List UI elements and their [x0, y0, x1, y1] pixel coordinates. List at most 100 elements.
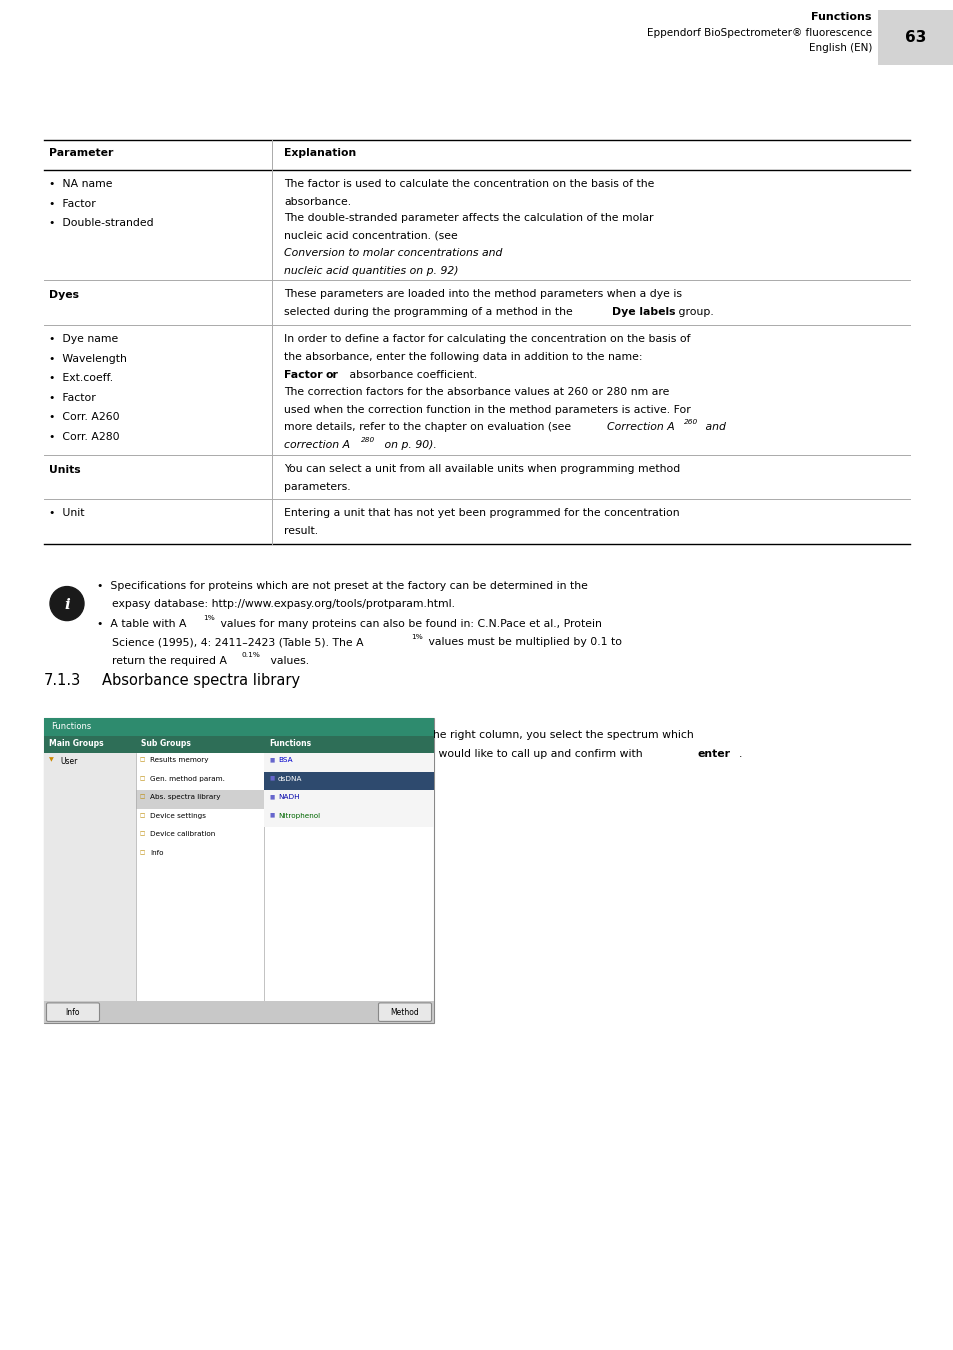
Text: In order to define a factor for calculating the concentration on the basis of: In order to define a factor for calculat…: [284, 335, 690, 344]
Text: ■: ■: [269, 794, 274, 799]
Text: Method: Method: [390, 1007, 419, 1017]
Text: Gen. method param.: Gen. method param.: [150, 776, 225, 782]
Text: The factor is used to calculate the concentration on the basis of the: The factor is used to calculate the conc…: [284, 180, 654, 189]
Bar: [264, 772, 434, 790]
Text: ▼: ▼: [49, 757, 53, 763]
Bar: [44, 718, 434, 736]
Text: used when the correction function in the method parameters is active. For: used when the correction function in the…: [284, 405, 690, 414]
Text: •  Factor: • Factor: [49, 198, 95, 208]
Text: □: □: [140, 757, 145, 763]
Text: You can select a unit from all available units when programming method: You can select a unit from all available…: [284, 464, 679, 474]
Bar: [264, 753, 434, 772]
Bar: [264, 790, 434, 809]
Text: English (EN): English (EN): [808, 43, 871, 53]
Text: Main Groups: Main Groups: [49, 740, 104, 748]
Bar: [44, 718, 434, 1023]
Text: parameters.: parameters.: [284, 482, 351, 491]
Text: Nitrophenol: Nitrophenol: [277, 813, 320, 818]
Bar: [136, 790, 264, 809]
Text: BSA: BSA: [277, 757, 293, 763]
Text: □: □: [140, 794, 145, 799]
Text: In the right column, you select the spectrum which: In the right column, you select the spec…: [415, 730, 693, 740]
Text: group.: group.: [675, 306, 713, 317]
Text: □: □: [140, 813, 145, 818]
Text: Science (1995), 4: 2411–2423 (Table 5). The A: Science (1995), 4: 2411–2423 (Table 5). …: [112, 637, 363, 647]
Text: values for many proteins can also be found in: C.N.Pace et al., Protein: values for many proteins can also be fou…: [216, 618, 601, 629]
Text: Dye labels: Dye labels: [612, 306, 675, 317]
Text: 1%: 1%: [203, 616, 214, 621]
Bar: [44, 736, 434, 753]
Text: 1%: 1%: [411, 633, 422, 640]
Text: more details, refer to the chapter on evaluation (see: more details, refer to the chapter on ev…: [284, 423, 574, 432]
Bar: [877, 9, 953, 65]
Text: •  Dye name: • Dye name: [49, 335, 118, 344]
Text: 0.1%: 0.1%: [242, 652, 260, 659]
Text: Explanation: Explanation: [284, 148, 355, 158]
Text: •  Specifications for proteins which are not preset at the factory can be determ: • Specifications for proteins which are …: [97, 580, 587, 590]
Text: Correction A: Correction A: [606, 423, 674, 432]
Text: Conversion to molar concentrations and: Conversion to molar concentrations and: [284, 248, 502, 258]
FancyBboxPatch shape: [47, 1003, 99, 1022]
Text: •  NA name: • NA name: [49, 180, 112, 189]
Bar: [44, 1002, 434, 1023]
Text: 280: 280: [360, 437, 375, 443]
Text: User: User: [60, 757, 77, 767]
Bar: [264, 809, 434, 828]
Text: values.: values.: [267, 656, 309, 666]
Text: Units: Units: [49, 466, 81, 475]
Text: nucleic acid quantities on p. 92): nucleic acid quantities on p. 92): [284, 266, 458, 275]
Text: or: or: [325, 370, 337, 379]
Text: result.: result.: [284, 526, 317, 536]
Text: enter: enter: [697, 749, 729, 759]
Text: i: i: [64, 598, 70, 612]
Text: □: □: [140, 776, 145, 780]
Text: •  Ext.coeff.: • Ext.coeff.: [49, 374, 113, 383]
Text: Device settings: Device settings: [150, 813, 206, 818]
Text: •  A table with A: • A table with A: [97, 618, 186, 629]
Text: Functions: Functions: [811, 12, 871, 22]
Text: The double-stranded parameter affects the calculation of the molar: The double-stranded parameter affects th…: [284, 213, 653, 223]
Circle shape: [50, 587, 84, 621]
Text: absorbance.: absorbance.: [284, 197, 351, 207]
Text: Info: Info: [66, 1007, 80, 1017]
Text: the absorbance, enter the following data in addition to the name:: the absorbance, enter the following data…: [284, 352, 641, 362]
Text: and: and: [701, 423, 725, 432]
Text: 63: 63: [904, 30, 925, 45]
Text: •  Corr. A260: • Corr. A260: [49, 413, 119, 423]
Text: •  Factor: • Factor: [49, 393, 95, 402]
Text: Device calibration: Device calibration: [150, 832, 215, 837]
Text: absorbance coefficient.: absorbance coefficient.: [346, 370, 476, 379]
Text: ■: ■: [269, 776, 274, 780]
Text: Functions: Functions: [269, 740, 311, 748]
Text: 260: 260: [683, 420, 698, 425]
Text: Abs. spectra library: Abs. spectra library: [150, 794, 220, 801]
Bar: [44, 753, 136, 1002]
Text: NADH: NADH: [277, 794, 299, 801]
Text: nucleic acid concentration. (see: nucleic acid concentration. (see: [284, 231, 460, 240]
Text: dsDNA: dsDNA: [277, 776, 302, 782]
Text: These parameters are loaded into the method parameters when a dye is: These parameters are loaded into the met…: [284, 289, 681, 300]
Text: □: □: [140, 832, 145, 836]
Text: Functions: Functions: [51, 722, 91, 732]
Text: Info: Info: [150, 849, 163, 856]
Text: •  Double-stranded: • Double-stranded: [49, 217, 153, 228]
Text: 7.1.3: 7.1.3: [44, 674, 81, 688]
Text: Dyes: Dyes: [49, 290, 79, 301]
Text: •  Wavelength: • Wavelength: [49, 354, 127, 364]
Text: □: □: [140, 849, 145, 855]
Text: on p. 90).: on p. 90).: [380, 440, 436, 450]
Text: expasy database: http://www.expasy.org/tools/protparam.html.: expasy database: http://www.expasy.org/t…: [112, 599, 455, 609]
Text: correction A: correction A: [284, 440, 350, 450]
Text: you would like to call up and confirm with: you would like to call up and confirm wi…: [415, 749, 645, 759]
Text: return the required A: return the required A: [112, 656, 227, 666]
Text: ■: ■: [269, 813, 274, 818]
Text: •  Unit: • Unit: [49, 509, 85, 518]
Text: Parameter: Parameter: [49, 148, 113, 158]
Text: Eppendorf BioSpectrometer® fluorescence: Eppendorf BioSpectrometer® fluorescence: [646, 28, 871, 38]
Text: Entering a unit that has not yet been programmed for the concentration: Entering a unit that has not yet been pr…: [284, 509, 679, 518]
Text: selected during the programming of a method in the: selected during the programming of a met…: [284, 306, 576, 317]
Text: Factor: Factor: [284, 370, 326, 379]
Text: The correction factors for the absorbance values at 260 or 280 nm are: The correction factors for the absorbanc…: [284, 387, 669, 397]
Text: •  Corr. A280: • Corr. A280: [49, 432, 119, 441]
Text: .: .: [739, 749, 741, 759]
